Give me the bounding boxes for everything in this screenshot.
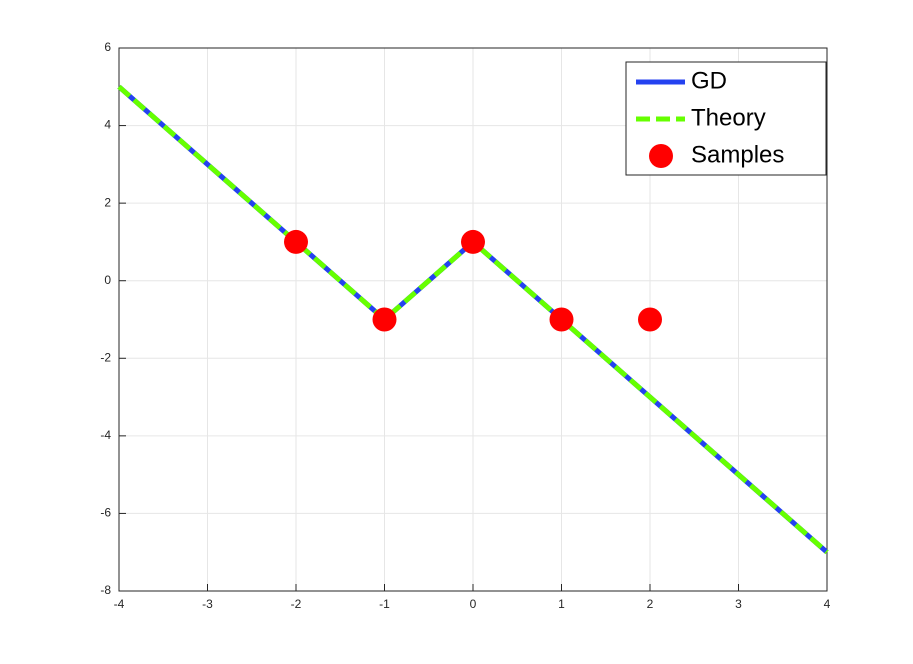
series-line bbox=[117, 84, 829, 555]
x-tick-label: -1 bbox=[379, 597, 390, 611]
x-tick-label: 3 bbox=[735, 597, 742, 611]
legend-label: Theory bbox=[691, 104, 766, 131]
sample-point bbox=[284, 229, 308, 254]
sample-point bbox=[461, 229, 485, 254]
y-tick-label: 4 bbox=[104, 118, 111, 132]
sample-point bbox=[638, 307, 662, 332]
x-tick-label: -4 bbox=[114, 597, 125, 611]
x-tick-label: -2 bbox=[291, 597, 302, 611]
y-tick-label: -6 bbox=[100, 506, 111, 520]
x-tick-label: 1 bbox=[558, 597, 565, 611]
x-tick-label: 4 bbox=[824, 597, 831, 611]
x-tick-label: -3 bbox=[202, 597, 213, 611]
legend-label: GD bbox=[691, 67, 727, 94]
y-tick-label: 6 bbox=[104, 40, 111, 54]
sample-point bbox=[372, 307, 397, 332]
y-tick-label: 0 bbox=[104, 273, 111, 287]
sample-point bbox=[549, 307, 574, 332]
x-tick-label: 2 bbox=[647, 597, 654, 611]
x-tick-label: 0 bbox=[470, 597, 477, 611]
y-tick-label: -2 bbox=[100, 350, 111, 364]
legend-label: Samples bbox=[691, 141, 784, 168]
y-tick-label: -4 bbox=[100, 428, 111, 442]
axes-box bbox=[118, 47, 828, 592]
y-tick-label: -8 bbox=[100, 583, 111, 597]
y-tick-label: 2 bbox=[104, 195, 111, 209]
legend-marker bbox=[649, 144, 673, 168]
